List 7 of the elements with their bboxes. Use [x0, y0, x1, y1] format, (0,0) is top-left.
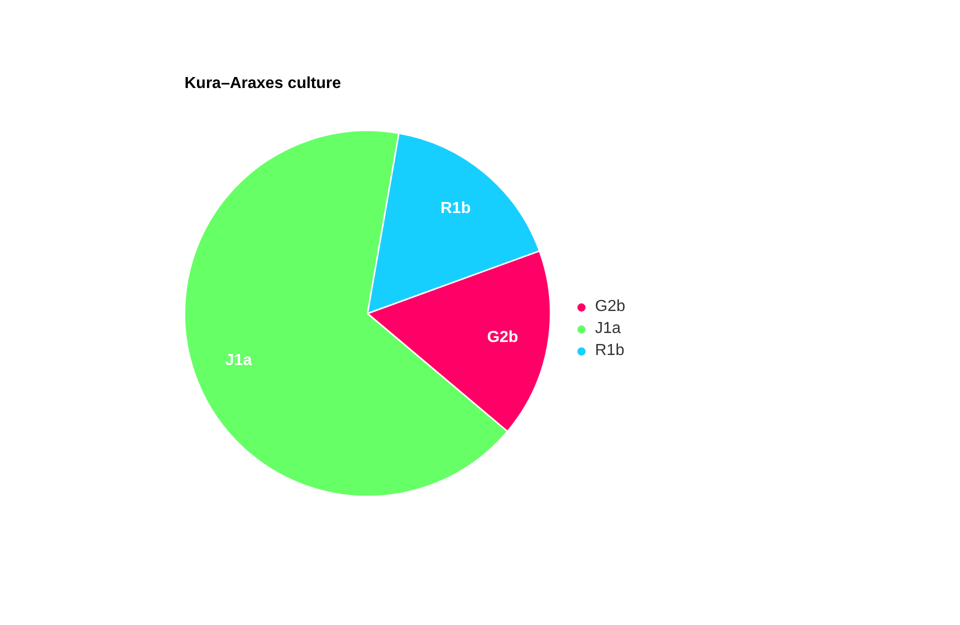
- slice-label: J1a: [225, 352, 252, 369]
- legend-label: G2b: [595, 298, 626, 316]
- legend-label: R1b: [595, 342, 624, 360]
- chart-title: Kura–Araxes culture: [184, 75, 342, 92]
- legend-label: J1a: [595, 320, 621, 338]
- slice-label: G2b: [487, 328, 518, 346]
- slice-label: R1b: [440, 200, 471, 217]
